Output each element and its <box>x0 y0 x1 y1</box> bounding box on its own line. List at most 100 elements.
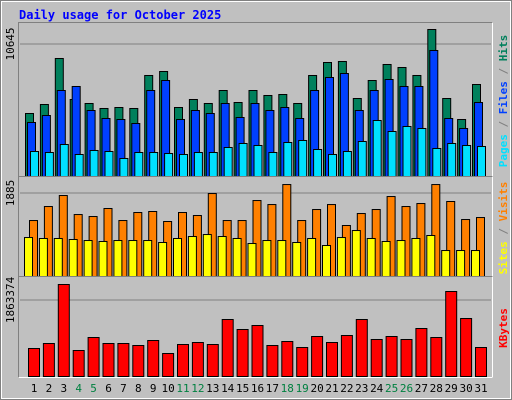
legend-separator: / <box>497 61 510 81</box>
bar <box>381 240 391 278</box>
bar <box>355 319 368 377</box>
legend-separator: / <box>497 114 510 134</box>
bar <box>262 240 272 277</box>
bar <box>202 234 212 277</box>
bar <box>396 240 406 277</box>
bar <box>217 236 227 277</box>
bar <box>132 345 145 377</box>
bar <box>208 152 218 178</box>
x-tick-label: 20 <box>310 382 323 395</box>
bar <box>68 239 78 277</box>
x-tick-label: 9 <box>150 382 157 395</box>
legend: Pages / Files / Hits <box>497 35 510 168</box>
x-tick-label: 1 <box>31 382 38 395</box>
bar <box>162 353 175 378</box>
bar <box>296 347 309 377</box>
bar <box>336 237 346 278</box>
chart-title: Daily usage for October 2025 <box>19 8 221 22</box>
y-tick-label: 10645 <box>4 27 17 60</box>
legend-entry: Files <box>497 81 510 114</box>
bar <box>173 237 182 277</box>
bar <box>28 348 40 377</box>
legend-entry: Visits <box>497 182 510 222</box>
legend-separator: / <box>497 221 510 241</box>
bar <box>445 291 458 377</box>
bar <box>42 343 55 378</box>
legend-entry: Sites <box>497 241 510 274</box>
legend: Sites / Visits <box>497 182 510 275</box>
bar <box>385 336 398 377</box>
x-tick-label: 2 <box>46 382 53 395</box>
bar <box>98 240 108 278</box>
x-tick-label: 15 <box>236 382 249 395</box>
bar <box>426 235 436 277</box>
x-tick-label: 17 <box>266 382 279 395</box>
bar <box>456 250 466 277</box>
bar <box>164 152 174 177</box>
bar <box>311 336 324 377</box>
bar <box>206 344 219 378</box>
x-tick-label: 8 <box>135 382 142 395</box>
bar <box>357 141 367 177</box>
bar <box>149 152 159 178</box>
bar <box>415 328 428 377</box>
bar <box>57 284 70 377</box>
x-tick-label: 30 <box>459 382 472 395</box>
bar <box>247 243 257 277</box>
bar <box>102 343 115 378</box>
bar <box>475 347 487 377</box>
bar <box>119 157 129 178</box>
bar <box>402 126 412 177</box>
bar <box>113 240 123 277</box>
bar <box>232 237 242 277</box>
bar <box>74 154 84 177</box>
bar <box>322 244 331 278</box>
bar <box>191 342 204 378</box>
legend-entry: Hits <box>497 35 510 62</box>
bar <box>460 318 473 377</box>
bar <box>313 149 323 178</box>
bar <box>236 329 249 377</box>
bar <box>83 240 93 277</box>
x-tick-label: 5 <box>90 382 97 395</box>
bar <box>253 144 263 177</box>
x-tick-label: 24 <box>370 382 384 395</box>
bar <box>221 319 234 377</box>
bar <box>372 119 382 177</box>
x-tick-label: 21 <box>325 382 338 395</box>
bar <box>268 152 278 178</box>
bar <box>53 237 63 277</box>
bar <box>24 237 33 278</box>
bar <box>89 149 99 177</box>
bar <box>177 344 189 378</box>
bar <box>251 325 264 378</box>
y-tick-label: 1885 <box>4 180 17 207</box>
bar <box>351 230 361 277</box>
bar <box>432 147 442 177</box>
x-tick-label: 18 <box>281 382 294 395</box>
bar <box>292 242 302 277</box>
bar <box>179 154 188 177</box>
bar <box>104 151 114 177</box>
bar <box>238 143 248 178</box>
bar <box>417 127 427 177</box>
bar <box>44 152 54 178</box>
bar <box>187 236 197 277</box>
x-tick-label: 13 <box>206 382 219 395</box>
x-tick-label: 12 <box>191 382 204 395</box>
bar <box>128 240 138 277</box>
x-tick-label: 29 <box>445 382 458 395</box>
bar <box>462 144 472 177</box>
bar <box>342 151 352 177</box>
x-tick-label: 14 <box>221 382 235 395</box>
x-tick-label: 26 <box>400 382 413 395</box>
bar <box>38 237 48 277</box>
bar <box>471 250 480 277</box>
x-tick-label: 3 <box>60 382 67 395</box>
x-tick-label: 22 <box>340 382 353 395</box>
x-tick-label: 11 <box>176 382 189 395</box>
x-tick-label: 6 <box>105 382 112 395</box>
